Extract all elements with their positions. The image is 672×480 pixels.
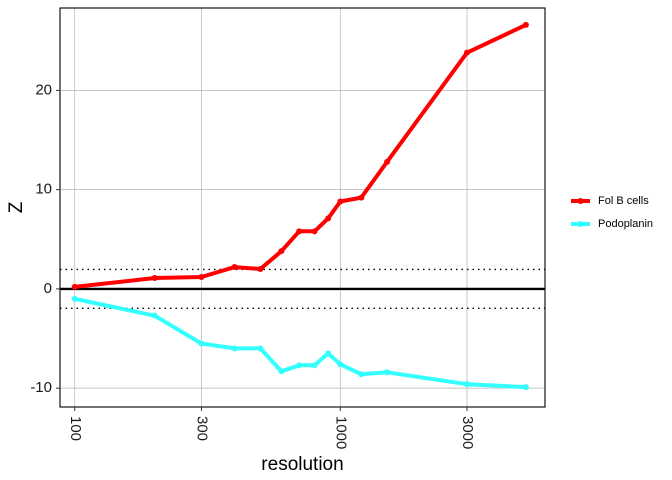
- plot-panel-border: [59, 7, 546, 408]
- series-1-point-10: [358, 371, 365, 378]
- series-1-point-2: [198, 340, 205, 347]
- series-1-point-13: [522, 384, 529, 391]
- legend-label: Fol B cells: [598, 195, 649, 207]
- y-tick-label: 20: [35, 81, 52, 98]
- series-1-point-9: [337, 361, 344, 368]
- series-line-1: [72, 296, 528, 390]
- x-tick-label: 100: [67, 416, 84, 441]
- x-tick-label: 1000: [332, 416, 349, 449]
- series-1-point-0: [71, 295, 78, 302]
- legend-key-point-0: [577, 198, 584, 204]
- series-0-point-11: [384, 158, 391, 165]
- legend-label: Podoplanin: [598, 218, 653, 230]
- legend-key-point-1: [577, 221, 584, 227]
- series-lines: [71, 21, 529, 391]
- x-axis-ticks: 100 300 1000 3000: [67, 407, 476, 449]
- series-0-point-6: [296, 228, 303, 235]
- series-1-point-7: [311, 362, 318, 369]
- y-tick-label: -10: [30, 379, 52, 396]
- y-tick-label: 10: [35, 181, 52, 198]
- series-0-point-5: [278, 248, 285, 255]
- series-1-point-4: [257, 345, 264, 352]
- x-axis-title: resolution: [261, 454, 343, 475]
- x-tick-label: 3000: [459, 416, 476, 449]
- legend: Fol B cells Podoplanin: [571, 195, 653, 230]
- series-0-point-13: [522, 21, 529, 28]
- series-0-point-2: [198, 273, 205, 280]
- series-0-point-12: [463, 49, 470, 56]
- y-axis-ticks: -10 0 10 20: [30, 81, 60, 396]
- gridlines: [60, 8, 545, 407]
- x-tick-label: 300: [193, 416, 210, 441]
- series-1-point-6: [296, 362, 303, 369]
- reference-lines: [60, 268, 545, 310]
- series-0-point-7: [311, 228, 318, 235]
- series-0-point-10: [358, 194, 365, 201]
- series-line-0: [72, 22, 528, 289]
- series-0-point-8: [325, 215, 332, 222]
- series-0-point-4: [257, 266, 264, 273]
- series-0-point-1: [151, 274, 158, 281]
- series-1-point-5: [278, 368, 285, 375]
- series-0-point-9: [337, 198, 344, 205]
- series-0-point-3: [231, 264, 238, 271]
- series-1-point-3: [231, 345, 238, 352]
- series-1-point-11: [384, 369, 391, 376]
- y-axis-title: Z: [6, 201, 27, 213]
- series-1-point-8: [325, 350, 332, 357]
- series-0-point-0: [71, 283, 78, 290]
- series-1-point-12: [463, 381, 470, 388]
- series-1-point-1: [151, 312, 158, 319]
- y-tick-label: 0: [44, 280, 52, 297]
